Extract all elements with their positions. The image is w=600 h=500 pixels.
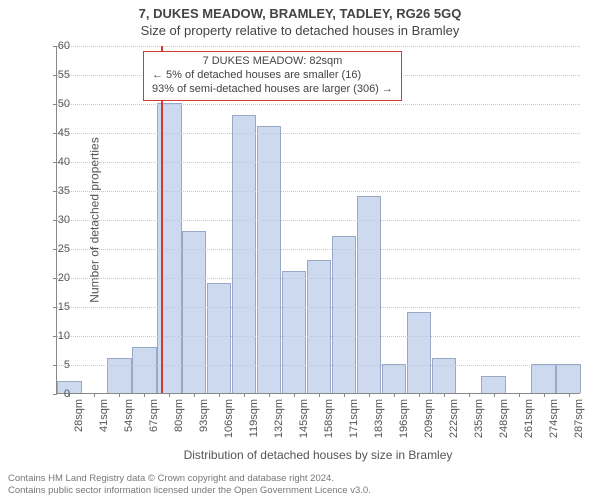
y-tick-label: 20 — [46, 272, 70, 284]
x-tick-label: 41sqm — [98, 399, 110, 432]
histogram-bar — [107, 358, 131, 393]
gridline — [57, 336, 580, 337]
x-tick — [569, 393, 570, 397]
y-tick-label: 30 — [46, 214, 70, 226]
histogram-bar — [307, 260, 331, 393]
chart-super-title: 7, DUKES MEADOW, BRAMLEY, TADLEY, RG26 5… — [0, 0, 600, 21]
x-tick-label: 54sqm — [123, 399, 135, 432]
x-tick-label: 28sqm — [73, 399, 85, 432]
histogram-bar — [382, 364, 406, 393]
x-tick-label: 274sqm — [548, 399, 560, 438]
gridline — [57, 365, 580, 366]
histogram-bar — [432, 358, 456, 393]
histogram-bar — [132, 347, 156, 393]
x-tick-label: 106sqm — [223, 399, 235, 438]
x-tick — [344, 393, 345, 397]
histogram-bar — [257, 126, 281, 393]
histogram-bar — [357, 196, 381, 393]
x-tick — [544, 393, 545, 397]
histogram-bar — [232, 115, 256, 393]
x-tick-label: 235sqm — [473, 399, 485, 438]
x-tick — [369, 393, 370, 397]
x-tick-label: 67sqm — [148, 399, 160, 432]
x-axis-label: Distribution of detached houses by size … — [56, 448, 580, 462]
callout-line: ← 5% of detached houses are smaller (16) — [152, 69, 393, 83]
y-tick-label: 50 — [46, 98, 70, 110]
x-tick-label: 132sqm — [273, 399, 285, 438]
footer-line-1: Contains HM Land Registry data © Crown c… — [8, 473, 592, 484]
y-tick-label: 40 — [46, 156, 70, 168]
x-tick-label: 119sqm — [248, 399, 260, 437]
callout-line: 7 DUKES MEADOW: 82sqm — [152, 55, 393, 69]
footer-attribution: Contains HM Land Registry data © Crown c… — [8, 473, 592, 496]
x-tick — [244, 393, 245, 397]
gridline — [57, 162, 580, 163]
x-tick-label: 222sqm — [448, 399, 460, 438]
x-tick — [294, 393, 295, 397]
gridline — [57, 307, 580, 308]
footer-line-2: Contains public sector information licen… — [8, 485, 592, 496]
chart-title: Size of property relative to detached ho… — [0, 21, 600, 38]
gridline — [57, 249, 580, 250]
x-tick-label: 145sqm — [298, 399, 310, 438]
y-tick-label: 45 — [46, 127, 70, 139]
gridline — [57, 191, 580, 192]
x-tick — [119, 393, 120, 397]
y-tick-label: 5 — [46, 359, 70, 371]
y-tick-label: 25 — [46, 243, 70, 255]
histogram-plot-area: 28sqm41sqm54sqm67sqm80sqm93sqm106sqm119s… — [56, 46, 580, 394]
x-tick — [269, 393, 270, 397]
histogram-bar — [332, 236, 356, 393]
x-tick — [219, 393, 220, 397]
x-tick-label: 261sqm — [523, 399, 535, 438]
x-tick-label: 183sqm — [373, 399, 385, 438]
x-tick — [494, 393, 495, 397]
histogram-bar — [481, 376, 505, 393]
callout-line: 93% of semi-detached houses are larger (… — [152, 83, 393, 97]
x-tick — [144, 393, 145, 397]
y-tick-label: 15 — [46, 301, 70, 313]
histogram-bar — [207, 283, 231, 393]
x-tick-label: 93sqm — [198, 399, 210, 432]
x-tick-label: 196sqm — [398, 399, 410, 438]
property-callout: 7 DUKES MEADOW: 82sqm← 5% of detached ho… — [143, 51, 402, 101]
x-tick-label: 248sqm — [498, 399, 510, 438]
x-tick — [419, 393, 420, 397]
x-tick-label: 158sqm — [323, 399, 335, 438]
y-tick-label: 35 — [46, 185, 70, 197]
histogram-bar — [531, 364, 555, 393]
y-axis-label-wrap: Number of detached properties — [0, 46, 18, 394]
y-tick-label: 60 — [46, 40, 70, 52]
x-tick-label: 80sqm — [173, 399, 185, 432]
x-tick-label: 171sqm — [348, 399, 360, 438]
gridline — [57, 220, 580, 221]
histogram-bar — [556, 364, 580, 393]
x-tick — [194, 393, 195, 397]
x-tick — [469, 393, 470, 397]
x-tick — [94, 393, 95, 397]
x-tick — [394, 393, 395, 397]
x-tick — [444, 393, 445, 397]
gridline — [57, 104, 580, 105]
x-tick — [519, 393, 520, 397]
y-tick-label: 0 — [46, 388, 70, 400]
gridline — [57, 46, 580, 47]
y-tick-label: 55 — [46, 69, 70, 81]
gridline — [57, 133, 580, 134]
x-tick-label: 287sqm — [573, 399, 585, 438]
y-tick-label: 10 — [46, 330, 70, 342]
x-tick — [169, 393, 170, 397]
x-tick-label: 209sqm — [423, 399, 435, 438]
histogram-bar — [282, 271, 306, 393]
gridline — [57, 278, 580, 279]
x-tick — [319, 393, 320, 397]
histogram-bar — [182, 231, 206, 393]
histogram-bar — [407, 312, 431, 393]
